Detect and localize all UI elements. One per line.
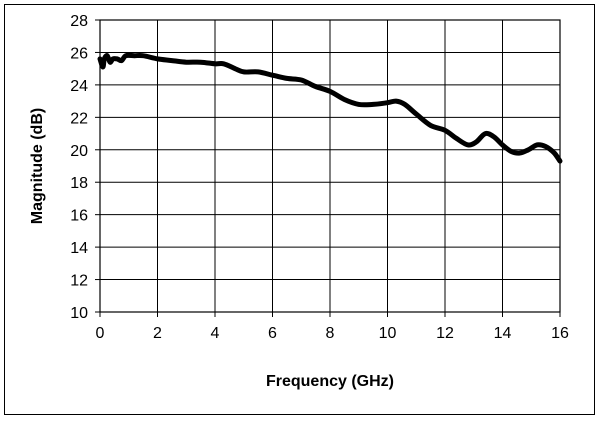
y-tick-label: 20 [70, 143, 88, 160]
x-tick-label: 6 [268, 325, 277, 342]
y-tick-label: 18 [70, 175, 88, 192]
x-tick-label: 10 [379, 325, 397, 342]
series-group [97, 52, 563, 164]
x-tick-label: 4 [211, 325, 220, 342]
x-tick-label: 0 [96, 325, 105, 342]
x-tick-label: 2 [153, 325, 162, 342]
y-tick-label: 24 [70, 78, 88, 95]
y-tick-label: 16 [70, 208, 88, 225]
grid-lines [99, 19, 561, 313]
x-tick-label: 14 [494, 325, 512, 342]
y-tick-label: 14 [70, 240, 88, 257]
x-tick-label: 12 [436, 325, 454, 342]
y-tick-label: 22 [70, 110, 88, 127]
x-tick-label: 8 [326, 325, 335, 342]
y-tick-label: 26 [70, 45, 88, 62]
x-axis-title: Frequency (GHz) [266, 373, 394, 390]
y-tick-label: 12 [70, 273, 88, 290]
y-tick-label: 28 [70, 13, 88, 30]
outer-border [4, 4, 595, 415]
x-tick-label: 16 [551, 325, 569, 342]
y-axis-title: Magnitude (dB) [29, 108, 46, 224]
y-tick-label: 10 [70, 305, 88, 322]
series-line [97, 52, 563, 164]
